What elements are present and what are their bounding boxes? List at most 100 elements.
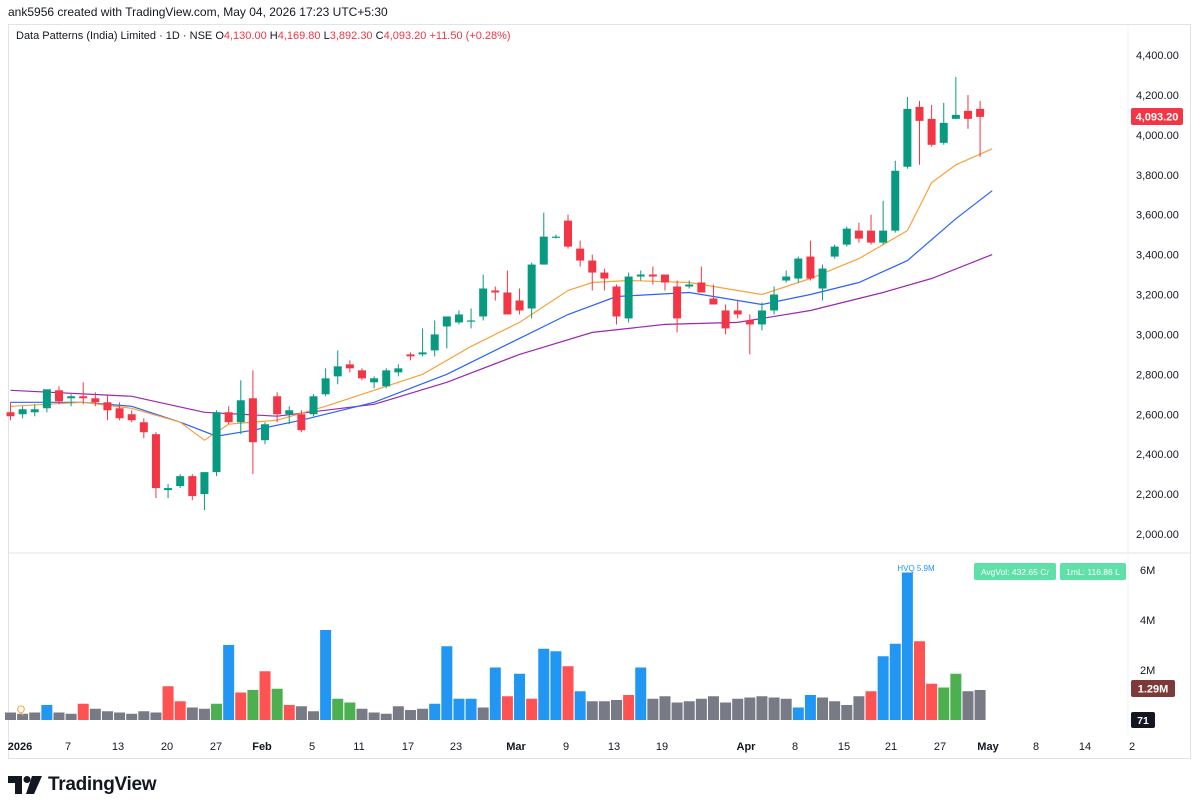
candle[interactable] xyxy=(927,104,936,147)
candle[interactable] xyxy=(721,304,730,335)
candle[interactable] xyxy=(697,266,706,293)
candle[interactable] xyxy=(297,410,306,433)
candle[interactable] xyxy=(600,268,609,291)
candle[interactable] xyxy=(624,272,633,323)
volume-bar[interactable] xyxy=(914,641,925,720)
candle[interactable] xyxy=(745,314,754,355)
volume-bar[interactable] xyxy=(804,695,816,720)
volume-bar[interactable] xyxy=(320,630,332,720)
volume-bar[interactable] xyxy=(126,713,138,720)
candle[interactable] xyxy=(867,214,876,245)
volume-bar[interactable] xyxy=(707,696,719,720)
candle[interactable] xyxy=(176,474,185,489)
volume-bar[interactable] xyxy=(623,695,635,720)
volume-bar[interactable] xyxy=(101,711,113,720)
volume-bar[interactable] xyxy=(877,656,889,720)
candle[interactable] xyxy=(515,288,524,315)
candle[interactable] xyxy=(794,256,803,283)
volume-bar[interactable] xyxy=(538,648,550,720)
volume-bar[interactable] xyxy=(635,667,647,721)
symbol-name[interactable]: Data Patterns (India) Limited · 1D · NSE xyxy=(16,30,213,42)
candle[interactable] xyxy=(236,380,245,435)
candle[interactable] xyxy=(806,240,815,281)
candle[interactable] xyxy=(636,270,645,281)
candle[interactable] xyxy=(491,286,500,301)
volume-bar[interactable] xyxy=(756,696,768,720)
volume-bar[interactable] xyxy=(792,707,804,721)
volume-bar[interactable] xyxy=(865,691,877,720)
volume-bar[interactable] xyxy=(332,698,344,720)
volume-bar[interactable] xyxy=(683,701,695,720)
volume-bar[interactable] xyxy=(198,708,210,720)
candle[interactable] xyxy=(151,432,160,499)
candle[interactable] xyxy=(588,254,597,291)
volume-bar[interactable] xyxy=(380,713,392,720)
candle[interactable] xyxy=(770,286,779,315)
candle[interactable] xyxy=(757,302,766,331)
candle[interactable] xyxy=(503,270,512,315)
volume-bar[interactable] xyxy=(901,572,913,721)
candle[interactable] xyxy=(879,200,888,245)
volume-bar[interactable] xyxy=(404,710,416,720)
candle[interactable] xyxy=(333,350,342,385)
volume-bar[interactable] xyxy=(926,683,938,720)
volume-bar[interactable] xyxy=(962,691,974,720)
volume-bar[interactable] xyxy=(271,688,283,720)
volume-bar[interactable] xyxy=(417,708,429,720)
volume-bar[interactable] xyxy=(720,702,732,721)
candle[interactable] xyxy=(976,100,985,157)
volume-bar[interactable] xyxy=(974,690,986,720)
volume-bar[interactable] xyxy=(308,711,319,720)
candle[interactable] xyxy=(42,389,51,413)
candle[interactable] xyxy=(6,402,15,421)
volume-bar[interactable] xyxy=(356,708,368,720)
volume-bar[interactable] xyxy=(465,698,477,720)
candle[interactable] xyxy=(200,472,209,511)
candle[interactable] xyxy=(564,214,573,249)
volume-bar[interactable] xyxy=(671,702,683,721)
candle[interactable] xyxy=(79,382,88,405)
volume-bar[interactable] xyxy=(889,643,901,720)
candle[interactable] xyxy=(224,406,233,425)
candle[interactable] xyxy=(430,320,439,357)
volume-bar[interactable] xyxy=(138,711,150,720)
volume-bar[interactable] xyxy=(950,673,962,720)
volume-bar[interactable] xyxy=(489,667,501,721)
candle[interactable] xyxy=(685,280,694,289)
candle[interactable] xyxy=(370,376,379,389)
candle[interactable] xyxy=(382,368,391,389)
volume-bar[interactable] xyxy=(162,686,174,720)
candle[interactable] xyxy=(782,270,791,283)
volume-bar[interactable] xyxy=(295,706,307,720)
candle[interactable] xyxy=(454,310,463,325)
volume-bar[interactable] xyxy=(235,692,247,721)
volume-bar[interactable] xyxy=(853,696,865,720)
candle[interactable] xyxy=(321,368,330,397)
candle[interactable] xyxy=(830,244,839,259)
candle[interactable] xyxy=(576,240,585,267)
candle[interactable] xyxy=(854,222,863,243)
volume-bar[interactable] xyxy=(89,708,101,720)
candle[interactable] xyxy=(164,484,173,499)
volume-bar[interactable] xyxy=(659,696,671,720)
candle[interactable] xyxy=(479,274,488,321)
volume-bar[interactable] xyxy=(53,712,65,721)
candle[interactable] xyxy=(345,360,354,373)
candle[interactable] xyxy=(612,284,621,325)
candle[interactable] xyxy=(91,392,100,407)
volume-bar[interactable] xyxy=(247,690,259,720)
volume-bar[interactable] xyxy=(186,707,198,721)
volume-bar[interactable] xyxy=(647,698,659,720)
volume-bar[interactable] xyxy=(211,703,223,720)
candle[interactable] xyxy=(248,370,257,475)
candle[interactable] xyxy=(733,300,742,319)
candle[interactable] xyxy=(939,102,948,145)
volume-bar[interactable] xyxy=(29,712,41,721)
candle[interactable] xyxy=(127,410,136,423)
volume-bar[interactable] xyxy=(17,713,29,720)
volume-bar[interactable] xyxy=(41,705,53,720)
candle[interactable] xyxy=(709,284,718,305)
volume-bar[interactable] xyxy=(65,713,77,720)
volume-bar[interactable] xyxy=(174,701,186,720)
candle[interactable] xyxy=(648,266,657,285)
